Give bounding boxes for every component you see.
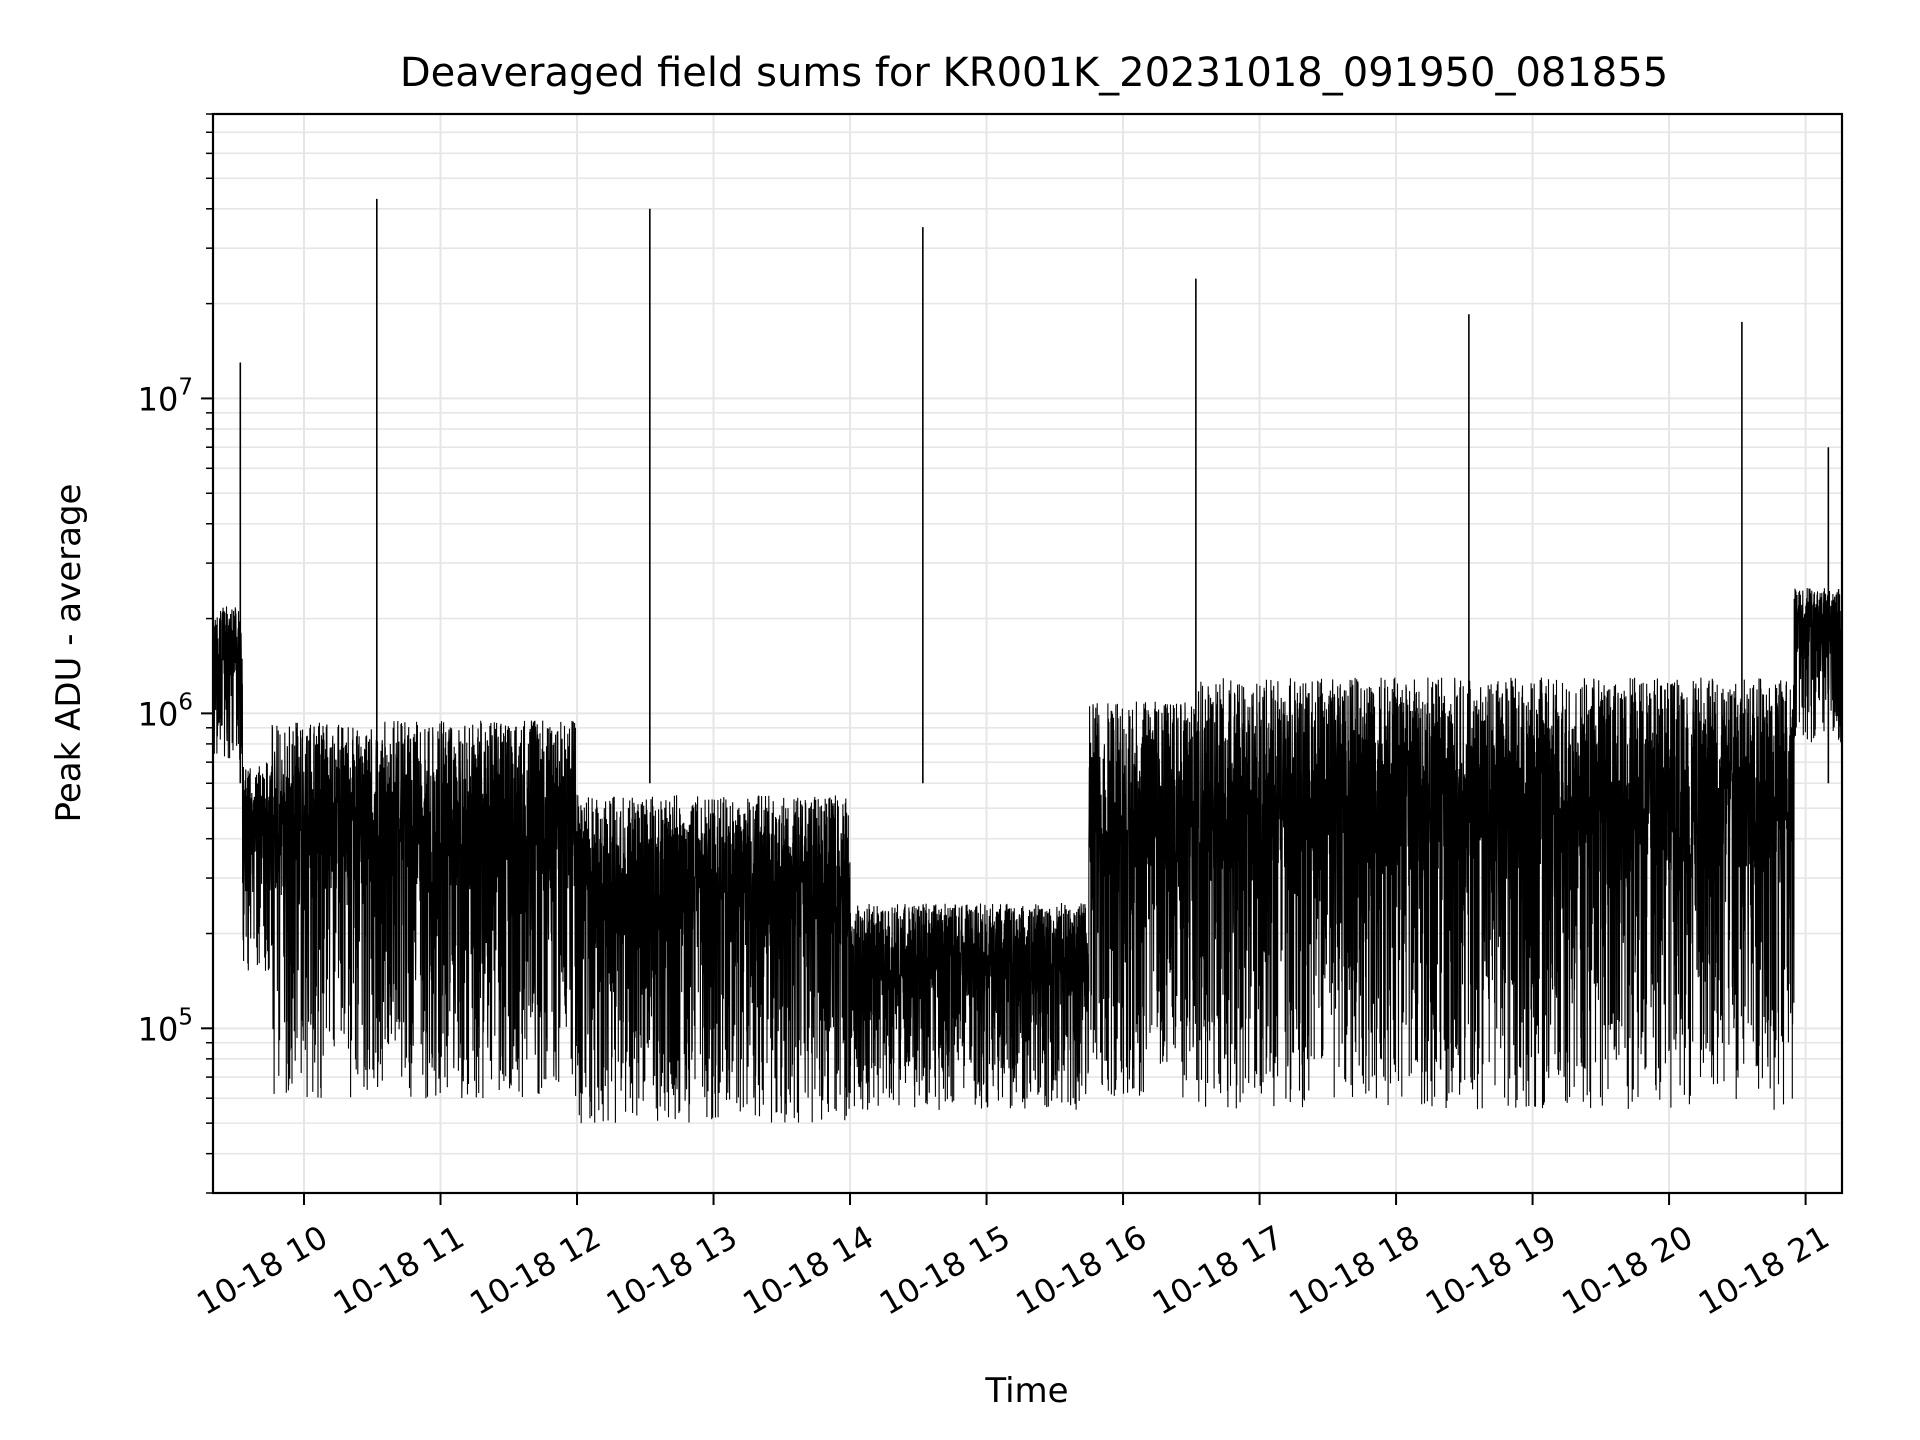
x-tick-label: 10-18 13 [600,1218,744,1323]
x-tick-label: 10-18 19 [1419,1218,1563,1323]
x-tick-label: 10-18 16 [1009,1218,1153,1323]
x-axis-label: Time [984,1371,1068,1411]
series-line [212,588,1843,1124]
x-tick-label: 10-18 11 [327,1218,471,1323]
x-tick-label: 10-18 20 [1555,1218,1699,1323]
y-tick-label: 107 [138,374,193,418]
y-axis: 105 106 107 [138,113,213,1194]
plot-frame [211,112,1844,1195]
x-tick-label: 10-18 18 [1282,1218,1426,1323]
y-tick-label: 105 [138,1004,193,1048]
y-axis-label: Peak ADU - average [49,484,89,823]
x-tick-label: 10-18 10 [190,1218,334,1323]
data-series [212,165,1843,1124]
x-tick-label: 10-18 21 [1692,1218,1836,1323]
y-tick-label: 106 [138,689,193,733]
chart-title: Deaveraged field sums for KR001K_2023101… [400,50,1668,96]
x-tick-label: 10-18 14 [736,1218,880,1323]
x-tick-label: 10-18 12 [463,1218,607,1323]
x-tick-label: 10-18 15 [873,1218,1017,1323]
x-tick-label: 10-18 17 [1146,1218,1290,1323]
